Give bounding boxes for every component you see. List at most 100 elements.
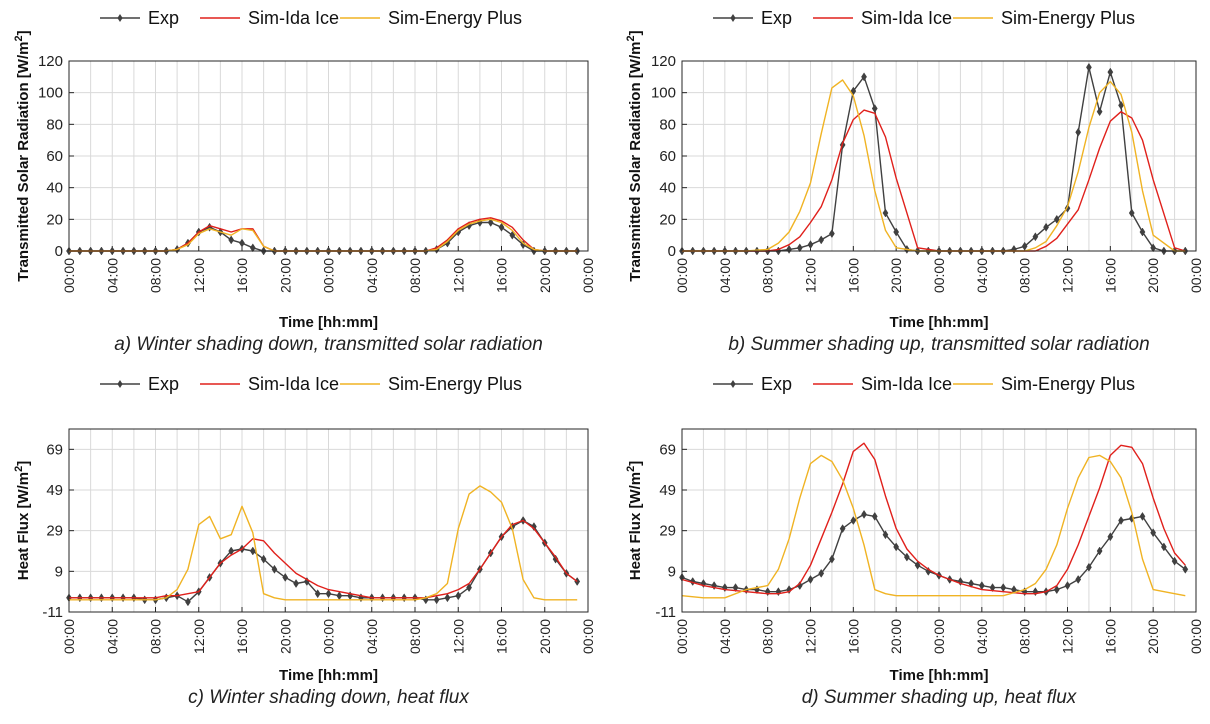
legend-label-ida: Sim-Ida Ice — [248, 8, 339, 28]
y-axis-label: Transmitted Solar Radiation [W/m2] — [625, 30, 644, 281]
y-tick-label: 49 — [46, 482, 63, 499]
x-tick-label: 20:00 — [1145, 619, 1161, 654]
legend-label-ida: Sim-Ida Ice — [861, 8, 952, 28]
data-point-exp — [829, 554, 835, 564]
panel-caption: d) Summer shading up, heat flux — [802, 687, 1078, 708]
y-tick-label: 40 — [659, 180, 676, 197]
data-point-exp — [861, 509, 867, 519]
x-tick-label: 04:00 — [104, 258, 120, 293]
x-tick-label: 16:00 — [494, 619, 510, 654]
y-tick-label: 100 — [38, 85, 63, 102]
data-point-exp — [893, 542, 900, 552]
x-tick-label: 08:00 — [148, 619, 164, 654]
y-tick-label: -11 — [655, 604, 676, 621]
x-tick-label: 00:00 — [580, 619, 596, 654]
x-tick-label: 08:00 — [760, 619, 776, 654]
x-tick-label: 12:00 — [803, 258, 819, 293]
panel-caption: a) Winter shading down, transmitted sola… — [114, 334, 543, 355]
y-tick-label: 40 — [46, 180, 63, 197]
legend: Exp Sim-Ida Ice Sim-Energy Plus — [713, 8, 1135, 28]
y-axis-label: Heat Flux [W/m2] — [625, 461, 644, 580]
y-tick-label: 120 — [651, 53, 676, 70]
series-line-ida — [681, 442, 1186, 595]
x-tick-label: 08:00 — [1017, 619, 1033, 654]
x-tick-label: 20:00 — [537, 619, 553, 654]
axes-box — [68, 428, 589, 613]
data-point-exp — [1075, 127, 1082, 137]
x-tick-label: 20:00 — [1145, 258, 1161, 293]
y-tick-label: 69 — [46, 441, 63, 458]
data-point-exp — [818, 568, 825, 578]
panel-caption: c) Winter shading down, heat flux — [188, 687, 470, 708]
data-point-exp — [1150, 528, 1157, 538]
y-axis-label-main: Heat Flux [W/m — [15, 472, 32, 580]
data-point-exp — [433, 595, 440, 605]
x-tick-label: 08:00 — [760, 258, 776, 293]
data-point-exp — [1171, 556, 1178, 566]
y-tick-label: 80 — [659, 116, 676, 133]
data-point-exp — [466, 583, 472, 593]
data-point-exp — [1021, 241, 1028, 251]
data-point-exp — [861, 72, 867, 82]
legend-label-exp: Exp — [148, 8, 179, 28]
legend: Exp Sim-Ida Ice Sim-Energy Plus — [713, 374, 1135, 394]
y-tick-label: 9 — [55, 563, 63, 580]
x-axis-label: Time [hh:mm] — [890, 314, 989, 331]
y-axis-label: Transmitted Solar Radiation [W/m2] — [13, 30, 32, 281]
data-point-exp — [1096, 107, 1103, 117]
data-point-exp — [796, 243, 803, 253]
legend-label-exp: Exp — [148, 374, 179, 394]
data-point-exp — [552, 554, 559, 564]
y-tick-label: 60 — [46, 148, 63, 165]
data-point-exp — [871, 511, 878, 521]
data-point-exp — [1107, 67, 1114, 77]
y-tick-label: 0 — [55, 243, 63, 260]
data-point-exp — [1053, 214, 1060, 224]
data-point-exp — [185, 597, 191, 607]
y-tick-label: 9 — [668, 563, 676, 580]
data-point-exp — [1182, 564, 1189, 574]
x-tick-label: 00:00 — [674, 258, 690, 293]
x-tick-label: 16:00 — [845, 619, 861, 654]
y-axis-label-superscript: 2 — [625, 35, 637, 41]
data-point-exp — [689, 577, 696, 586]
axes-box — [681, 60, 1197, 252]
legend-label-ep: Sim-Energy Plus — [1001, 374, 1135, 394]
x-tick-label: 04:00 — [364, 258, 380, 293]
data-point-exp — [1053, 585, 1060, 595]
y-tick-label: 100 — [651, 85, 676, 102]
legend-marker-exp — [730, 14, 736, 22]
data-point-exp — [1139, 511, 1146, 521]
data-point-exp — [807, 575, 814, 584]
data-point-exp — [871, 104, 878, 113]
y-tick-label: 120 — [38, 53, 63, 70]
x-tick-label: 16:00 — [1102, 258, 1118, 293]
data-point-exp — [807, 240, 814, 250]
data-point-exp — [1118, 100, 1124, 110]
x-tick-label: 04:00 — [717, 258, 733, 293]
legend: Exp Sim-Ida Ice Sim-Energy Plus — [100, 374, 522, 394]
y-tick-label: -11 — [42, 604, 63, 621]
data-point-exp — [314, 589, 321, 599]
axes-box — [68, 60, 589, 252]
x-tick-label: 00:00 — [321, 619, 337, 654]
data-point-exp — [1086, 562, 1092, 572]
legend-label-exp: Exp — [761, 374, 792, 394]
series-line-ep — [681, 454, 1186, 599]
series-line-ep — [69, 485, 578, 601]
legend-marker-exp — [730, 380, 736, 388]
data-point-exp — [914, 560, 921, 570]
data-point-exp — [882, 208, 889, 218]
x-tick-label: 00:00 — [61, 258, 77, 293]
x-axis-label: Time [hh:mm] — [279, 667, 378, 684]
data-point-exp — [829, 229, 835, 239]
x-tick-label: 12:00 — [191, 258, 207, 293]
chart-panel-3: -11 9 29 49 69 00:00 04:00 08:00 12:00 16:00 20:00… — [625, 374, 1204, 708]
x-tick-label: 04:00 — [364, 619, 380, 654]
legend-label-exp: Exp — [761, 8, 792, 28]
x-tick-label: 16:00 — [1102, 619, 1118, 654]
data-point-exp — [1160, 542, 1167, 552]
data-point-exp — [1150, 243, 1157, 253]
x-axis-label: Time [hh:mm] — [279, 314, 378, 331]
x-tick-label: 12:00 — [1060, 258, 1076, 293]
